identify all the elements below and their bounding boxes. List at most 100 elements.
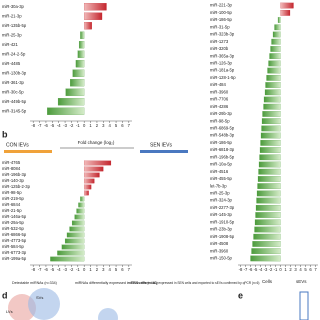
x-tick-label: -7 <box>244 267 248 272</box>
panel-letter: e <box>238 290 243 300</box>
x-tick-label: -2 <box>70 267 74 272</box>
bar <box>80 196 85 202</box>
x-tick-label: 5 <box>304 267 307 272</box>
bar <box>250 255 281 262</box>
bar <box>257 176 281 182</box>
bar <box>84 190 89 196</box>
category-label: miR-98-5p <box>210 118 230 123</box>
bar <box>280 2 294 9</box>
category-label: miR-3960 <box>210 89 229 94</box>
category-label: miR-3960 <box>210 248 229 253</box>
bar <box>84 166 104 172</box>
bar <box>84 184 92 190</box>
category-label: miR-30c-5p <box>2 89 24 94</box>
category-label: let-7b-3p <box>210 183 227 188</box>
x-tick-label: -6 <box>249 267 253 272</box>
category-label: miR-130b-3p <box>2 70 27 75</box>
category-label: miR-3145-5p <box>2 108 27 113</box>
bar <box>256 197 281 204</box>
category-label: miR-181a-5p <box>210 68 235 73</box>
category-label: miR-361-3p <box>2 80 25 85</box>
category-label: miR-4516 <box>210 169 229 174</box>
bar <box>84 12 103 20</box>
x-tick-label: 1 <box>89 267 92 272</box>
bar <box>252 241 281 247</box>
x-tick-label: 7 <box>314 267 317 272</box>
bar <box>256 190 281 197</box>
category-label: miR-6866-5p <box>2 232 27 237</box>
bar <box>263 103 281 110</box>
category-label: miR-219-5p <box>2 196 25 201</box>
bar <box>261 125 281 132</box>
category-label: miR-6773-3p <box>2 250 27 255</box>
category-label: miR-196b-5p <box>210 154 235 159</box>
venn-circle <box>98 308 118 320</box>
category-label: miR-25-3p <box>210 190 230 195</box>
bar <box>263 96 281 103</box>
x-tick-label: -6 <box>44 267 48 272</box>
bar <box>57 98 85 106</box>
category-label: miR-323b-3p <box>210 32 235 37</box>
x-tick-label: 6 <box>309 267 312 272</box>
x-tick-label: -2 <box>269 267 273 272</box>
category-label: miR-21-5p <box>2 208 22 213</box>
bar <box>61 244 85 250</box>
venn-label: SVs <box>36 295 43 300</box>
x-tick-label: 0 <box>83 267 86 272</box>
bar <box>269 53 281 60</box>
bar <box>265 82 281 88</box>
x-tick-label: 6 <box>121 123 124 128</box>
panel-letter: b <box>2 129 8 139</box>
category-label: miR-548b-3p <box>210 133 235 138</box>
x-tick-label: -1 <box>76 267 80 272</box>
bar <box>72 69 85 77</box>
x-tick-label: -5 <box>50 123 54 128</box>
category-label: miR-126-3p <box>210 60 233 65</box>
category-label: miR-584-5p <box>2 244 25 249</box>
x-tick-label: -5 <box>50 267 54 272</box>
x-tick-label: -4 <box>57 267 61 272</box>
bar <box>260 132 281 139</box>
bar-outline <box>299 291 309 320</box>
x-tick-label: -7 <box>38 267 42 272</box>
category-label: miR-146a-5p <box>2 214 27 219</box>
bar <box>71 220 85 226</box>
x-tick-label: -1 <box>274 267 278 272</box>
bar <box>268 60 281 67</box>
bar <box>267 67 281 74</box>
category-label: miR-532-5p <box>2 226 25 231</box>
category-label: miR-2277-3p <box>210 205 235 210</box>
x-tick-label: -2 <box>70 123 74 128</box>
bar <box>70 79 85 87</box>
note: miRNAs differentially expressed in SEN c… <box>75 281 158 285</box>
legend-swatch <box>4 150 52 153</box>
bar <box>251 248 281 255</box>
x-tick-label: -4 <box>259 267 263 272</box>
category-label: miR-30a-3p <box>2 4 25 9</box>
bar <box>258 168 281 175</box>
bar <box>254 226 281 233</box>
category-label: miR-145-3p <box>210 212 233 217</box>
category-label: miR-4485 <box>2 61 21 66</box>
bar <box>280 9 291 16</box>
legend-label: CON lEVs <box>6 142 29 148</box>
x-tick-label: 0 <box>83 123 86 128</box>
category-label: miR-186-5p <box>210 140 233 145</box>
category-label: miR-4765 <box>2 160 21 165</box>
category-label: miR-7706 <box>210 97 229 102</box>
category-label: miR-21-3p <box>2 13 22 18</box>
x-tick-label: 2 <box>289 267 292 272</box>
category-label: miR-24-2-5p <box>2 51 26 56</box>
bar <box>65 88 85 96</box>
category-label: miR-199a-5p <box>2 256 27 261</box>
x-tick-label: -7 <box>38 123 42 128</box>
bar <box>255 204 281 211</box>
note: Cells <box>262 279 273 284</box>
bar <box>262 111 281 117</box>
category-label: miR-421 <box>2 42 18 47</box>
x-tick-label: 3 <box>102 123 105 128</box>
x-tick-label: 4 <box>109 267 112 272</box>
bar <box>84 3 107 11</box>
x-tick-label: 0 <box>279 267 282 272</box>
category-label: miR-4773-5p <box>2 238 27 243</box>
